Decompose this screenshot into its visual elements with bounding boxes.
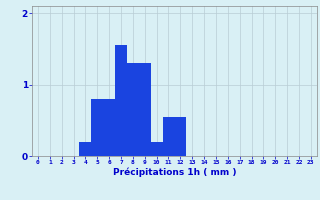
Bar	[91, 99, 103, 156]
Bar	[151, 142, 163, 156]
Bar	[139, 63, 151, 156]
Bar	[163, 117, 174, 156]
Bar	[174, 117, 186, 156]
Bar	[127, 63, 139, 156]
X-axis label: Précipitations 1h ( mm ): Précipitations 1h ( mm )	[113, 168, 236, 177]
Bar	[79, 142, 91, 156]
Bar	[115, 45, 127, 156]
Bar	[103, 99, 115, 156]
